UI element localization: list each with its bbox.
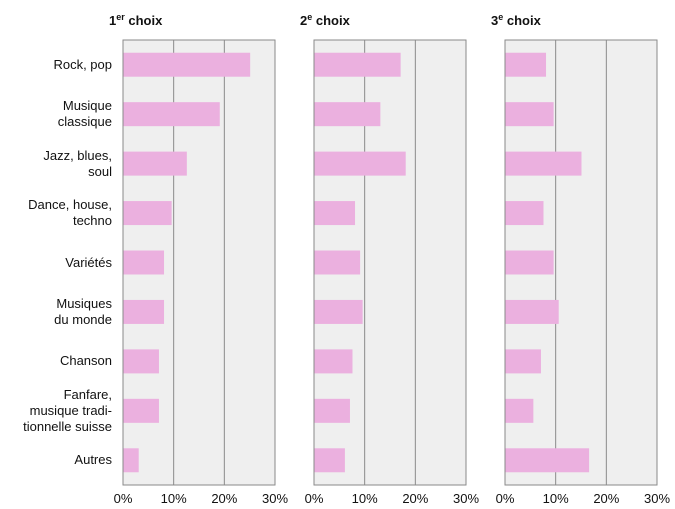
category-label-line: classique [57,114,112,130]
category-label: Variétés [65,255,112,271]
category-label-line: Rock, pop [53,56,112,72]
x-tick-label-3-4: 30% [644,491,670,506]
bar-2-9 [314,448,345,473]
category-label-line: du monde [54,311,112,327]
bar-1-1 [123,52,251,77]
bar-1-5 [123,250,165,275]
category-label: Musique classique [58,98,112,130]
category-label-line: Musique [62,98,112,114]
bar-2-6 [314,299,363,324]
panel-title-2: 2e choix [300,12,351,28]
x-tick-label-2-2: 10% [352,491,378,506]
category-label-line: tionnelle suisse [23,418,112,434]
bar-3-3 [505,151,582,176]
x-tick-label-3-3: 20% [593,491,619,506]
category-label-line: techno [72,213,112,229]
bar-3-9 [505,448,590,473]
bar-3-7 [505,349,541,374]
x-tick-label-1-2: 10% [161,491,187,506]
panel-title-1: 1er choix [109,12,163,28]
panel-title-3: 3e choix [491,12,542,28]
category-label: Dance, house, techno [28,197,112,229]
category-label-line: soul [88,163,112,179]
category-label-line: musique tradi- [29,402,112,418]
category-label-line: Dance, house, [28,197,112,213]
category-label-line: Chanson [59,353,112,369]
bar-1-4 [123,201,172,226]
x-tick-label-3-1: 0% [496,491,515,506]
category-label: Rock, pop [53,57,112,73]
bar-1-8 [123,398,159,423]
bar-2-7 [314,349,353,374]
bar-1-3 [123,151,187,176]
bar-2-3 [314,151,406,176]
category-label-line: Autres [74,452,112,468]
bar-2-8 [314,398,350,423]
x-tick-label-1-3: 20% [211,491,237,506]
category-label: Jazz, blues, soul [43,148,112,180]
category-label-line: Musiques [56,295,112,311]
bar-1-6 [123,299,165,324]
bar-1-7 [123,349,159,374]
category-label-line: Fanfare, [63,386,112,402]
x-tick-label-2-1: 0% [305,491,324,506]
bar-3-4 [505,201,544,226]
category-label: Chanson [60,353,112,369]
bar-3-6 [505,299,559,324]
category-label-line: Variétés [65,254,112,270]
category-label-line: Jazz, blues, [43,147,112,163]
x-tick-label-1-4: 30% [262,491,288,506]
category-label: Musiques du monde [54,296,112,328]
bar-3-1 [505,52,547,77]
x-tick-label-2-3: 20% [402,491,428,506]
bar-1-2 [123,102,220,127]
bar-1-9 [123,448,139,473]
bar-2-5 [314,250,361,275]
bar-3-2 [505,102,554,127]
bar-2-2 [314,102,381,127]
bar-3-5 [505,250,554,275]
bar-2-1 [314,52,401,77]
bar-3-8 [505,398,534,423]
x-tick-label-2-4: 30% [453,491,479,506]
category-label: Autres [74,452,112,468]
category-label: Fanfare, musique tradi-tionnelle suisse [23,387,112,435]
x-tick-label-3-2: 10% [543,491,569,506]
bar-2-4 [314,201,356,226]
x-tick-label-1-1: 0% [114,491,133,506]
